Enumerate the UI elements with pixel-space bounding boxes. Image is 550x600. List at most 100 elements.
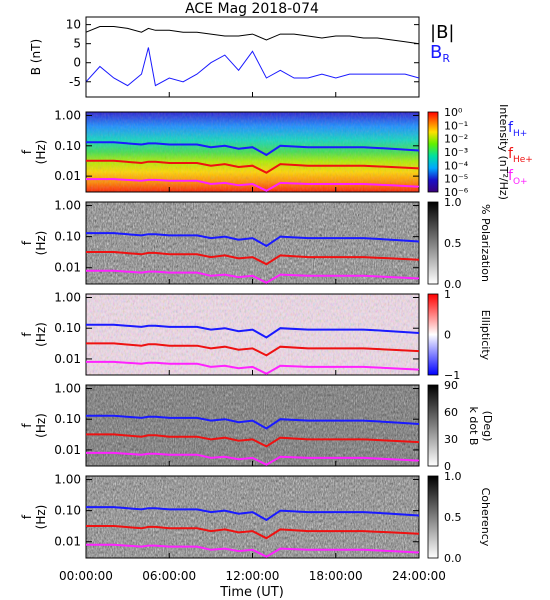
y-label-f: f [20,423,34,428]
colorbar-tick-label: 0 [444,460,451,473]
y-label-unit: (Hz) [34,231,48,256]
colorbar-label: Coherency [479,488,492,547]
spectrogram-texture [86,112,419,192]
x-tick-label: 06:00:00 [142,569,196,583]
y-label-f: f [20,149,34,154]
panel-y-label: B (nT) [29,39,43,75]
y-label-f: f [20,240,34,245]
panel-ellipticity: Ellipticity [85,293,492,376]
colorbar-tick-label: 90 [444,379,458,392]
x-tick-label: 24:00:00 [392,569,446,583]
colorbar-tick-label: 10⁰ [444,106,463,119]
colorbar-unit: (Deg) [481,411,494,442]
y-tick-label: 1.00 [54,382,81,396]
y-tick-label: 0.01 [54,169,81,183]
colorbar-tick-label: 10⁻⁶ [444,186,469,199]
legend-br: BR [430,42,450,65]
fhe-line [86,433,420,448]
y-label-f: f [20,332,34,337]
legend-fhe: fHe+ [508,146,533,165]
colorbar-tick-label: 10⁻⁴ [444,159,469,172]
colorbar-tick-label: 10⁻⁵ [444,173,468,186]
y-tick-label: 1.00 [54,473,81,487]
colorbar-tick-label: 0.5 [444,511,462,524]
fh-line [86,414,420,430]
y-tick-label: 0.01 [54,443,81,457]
panel-k-dot-b: k dot B (Deg) [85,384,494,467]
colorbar-tick-label: 0.0 [444,278,462,291]
colorbar-k-dot-b [427,384,439,467]
colorbar-coherency [427,475,439,559]
y-tick-label: 0.10 [54,504,81,518]
colorbar-intensity [427,111,439,193]
colorbar-ellipticity [427,293,439,376]
colorbar-tick-label: 10⁻³ [444,146,468,159]
spectrogram-texture [86,294,419,375]
fh-line [86,232,420,248]
fhe-line [86,525,420,540]
colorbar-tick-label: 10⁻¹ [444,119,468,132]
y-tick-label: 0.10 [54,412,81,426]
y-tick-label: 0 [73,56,81,70]
y-tick-label: 10 [66,18,81,32]
fh-line [86,141,420,157]
panel-wave-power: Intensity (nT²/Hz) fH+ fHe+ fO+ [85,104,533,200]
spectrogram-texture [86,476,419,558]
fo-line [86,451,420,466]
x-axis-label: Time (UT) [219,585,284,600]
colorbar-tick-label: 10⁻² [444,133,468,146]
fo-line [86,360,420,375]
x-tick-label: 18:00:00 [309,569,363,583]
spectrogram-texture [86,202,419,284]
colorbar-label: Intensity (nT²/Hz) [497,104,510,200]
colorbar-label: Ellipticity [479,310,492,361]
y-label-unit: (Hz) [34,505,48,530]
fo-line [86,543,420,558]
fo-line [86,178,420,192]
colorbar-tick-label: 1 [444,288,451,301]
colorbar-tick-label: −1 [444,369,460,382]
colorbar-tick-label: 1.0 [444,470,462,483]
colorbar-tick-label: 1.0 [444,196,462,209]
y-tick-label: 1.00 [54,291,81,305]
y-tick-label: 1.00 [54,199,81,213]
fh-line [86,506,420,522]
y-label-unit: (Hz) [34,413,48,438]
fhe-line [86,251,420,266]
y-tick-label: -5 [69,75,81,89]
chart-title: ACE Mag 2018-074 [185,1,319,17]
total-b-line [85,26,420,45]
legend-total-b: |B| [430,22,454,43]
panel-frame [85,16,420,98]
colorbar-tick-label: 0.0 [444,552,462,565]
colorbar-label: % Polarization [479,204,492,282]
y-label-f: f [20,514,34,519]
x-tick-label: 12:00:00 [226,569,280,583]
br-line [85,47,420,87]
y-tick-label: 0.10 [54,139,81,153]
colorbar-tick-label: 0 [444,329,451,342]
colorbar-polarization [427,201,439,285]
fh-line [86,323,420,339]
legend-gyrofrequencies: fH+ fHe+ fO+ [508,120,533,187]
y-tick-label: 1.00 [54,108,81,122]
y-tick-label: 0.01 [54,535,81,549]
y-label-unit: (Hz) [34,322,48,347]
colorbar-tick-label: 60 [444,406,458,419]
colorbar-tick-label: 30 [444,433,458,446]
fhe-line [86,342,420,357]
y-tick-label: 0.01 [54,352,81,366]
colorbar-tick-label: 0.5 [444,237,462,250]
y-tick-label: 0.01 [54,261,81,275]
fo-line [86,269,420,284]
colorbar-label: k dot B [467,407,480,446]
y-label-unit: (Hz) [34,140,48,165]
y-tick-label: 5 [73,37,81,51]
panel-coherency: Coherency [85,475,492,559]
y-tick-label: 0.10 [54,321,81,335]
y-tick-label: 0.10 [54,230,81,244]
fhe-line [86,159,420,174]
x-tick-label: 00:00:00 [59,569,113,583]
spectrogram-texture [86,385,419,466]
